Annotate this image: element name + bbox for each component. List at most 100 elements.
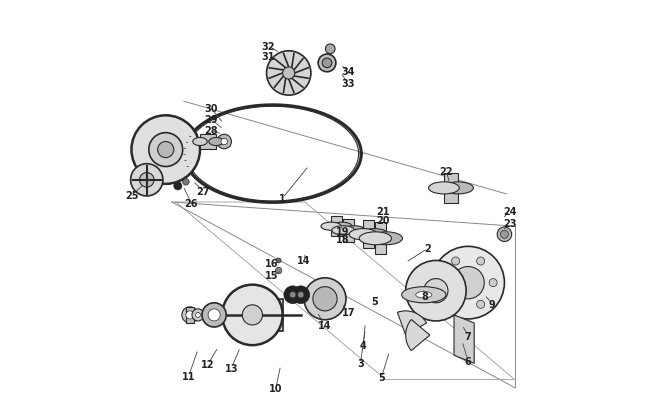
Text: 5: 5: [371, 296, 378, 306]
Ellipse shape: [406, 261, 466, 321]
Ellipse shape: [321, 223, 341, 231]
Polygon shape: [186, 307, 194, 323]
Ellipse shape: [222, 285, 283, 345]
Wedge shape: [406, 320, 430, 351]
Text: 9: 9: [489, 299, 496, 309]
Circle shape: [476, 257, 485, 265]
Text: 14: 14: [297, 256, 311, 266]
Circle shape: [500, 231, 508, 239]
Text: 33: 33: [342, 79, 355, 89]
Polygon shape: [343, 220, 354, 242]
Polygon shape: [454, 315, 474, 363]
Wedge shape: [397, 311, 426, 335]
Text: 14: 14: [317, 320, 331, 330]
Ellipse shape: [432, 247, 504, 319]
Polygon shape: [200, 135, 216, 149]
Circle shape: [326, 45, 335, 55]
Text: 31: 31: [261, 52, 274, 62]
Text: 34: 34: [342, 67, 355, 77]
Ellipse shape: [443, 182, 473, 194]
Ellipse shape: [186, 311, 194, 319]
Ellipse shape: [402, 287, 446, 303]
Ellipse shape: [158, 142, 174, 158]
Text: 8: 8: [422, 291, 428, 301]
Text: 23: 23: [503, 218, 517, 228]
Text: 24: 24: [503, 207, 517, 216]
Circle shape: [476, 301, 485, 309]
Ellipse shape: [349, 229, 378, 240]
Polygon shape: [246, 299, 283, 331]
Ellipse shape: [304, 278, 346, 320]
Circle shape: [266, 52, 311, 96]
Text: 26: 26: [185, 198, 198, 208]
Text: 27: 27: [196, 186, 210, 196]
Text: 32: 32: [261, 41, 274, 51]
Polygon shape: [444, 173, 458, 204]
Text: 25: 25: [125, 190, 139, 200]
Ellipse shape: [332, 223, 352, 231]
Circle shape: [183, 179, 189, 185]
Ellipse shape: [202, 303, 226, 327]
Text: 1: 1: [280, 194, 286, 203]
Ellipse shape: [343, 226, 365, 235]
Text: 11: 11: [182, 371, 196, 381]
Text: 10: 10: [269, 384, 283, 393]
Circle shape: [140, 173, 154, 188]
Text: 20: 20: [377, 215, 390, 226]
Text: 29: 29: [205, 115, 218, 125]
Circle shape: [276, 268, 282, 274]
Circle shape: [276, 258, 281, 263]
Ellipse shape: [452, 267, 484, 299]
Ellipse shape: [289, 292, 296, 298]
Polygon shape: [331, 217, 342, 237]
Circle shape: [318, 55, 336, 72]
Text: 5: 5: [378, 373, 385, 382]
Ellipse shape: [131, 116, 200, 184]
Ellipse shape: [332, 226, 354, 235]
Ellipse shape: [217, 135, 231, 149]
Ellipse shape: [242, 305, 263, 325]
Circle shape: [322, 59, 332, 68]
Circle shape: [174, 182, 182, 190]
Ellipse shape: [424, 279, 448, 303]
Ellipse shape: [209, 138, 224, 146]
Ellipse shape: [370, 232, 402, 245]
Text: 17: 17: [342, 307, 355, 317]
Text: 28: 28: [205, 126, 218, 136]
Ellipse shape: [208, 309, 220, 321]
Ellipse shape: [196, 313, 200, 318]
Polygon shape: [363, 221, 374, 249]
Ellipse shape: [284, 286, 302, 304]
Text: 19: 19: [337, 226, 350, 237]
Text: 21: 21: [377, 207, 390, 216]
Text: 30: 30: [205, 104, 218, 114]
Circle shape: [131, 164, 163, 196]
Text: 12: 12: [202, 359, 214, 369]
Text: 13: 13: [225, 363, 238, 373]
Text: 2: 2: [424, 244, 431, 254]
Ellipse shape: [192, 309, 204, 321]
Circle shape: [497, 228, 512, 242]
Ellipse shape: [313, 287, 337, 311]
Circle shape: [452, 257, 460, 265]
Text: 22: 22: [439, 166, 452, 176]
Text: 3: 3: [357, 358, 364, 369]
Ellipse shape: [359, 232, 391, 245]
Ellipse shape: [292, 286, 309, 304]
Ellipse shape: [182, 307, 198, 323]
Ellipse shape: [298, 292, 304, 298]
Ellipse shape: [149, 133, 183, 167]
Text: 4: 4: [360, 340, 367, 350]
Text: 18: 18: [336, 234, 350, 245]
Circle shape: [452, 301, 460, 309]
Ellipse shape: [360, 229, 388, 240]
Circle shape: [283, 68, 294, 80]
Ellipse shape: [221, 139, 228, 145]
Ellipse shape: [193, 138, 207, 146]
Text: 15: 15: [265, 271, 278, 281]
Polygon shape: [376, 223, 386, 255]
Circle shape: [489, 279, 497, 287]
Ellipse shape: [416, 292, 432, 298]
Circle shape: [439, 279, 447, 287]
Ellipse shape: [428, 182, 460, 194]
